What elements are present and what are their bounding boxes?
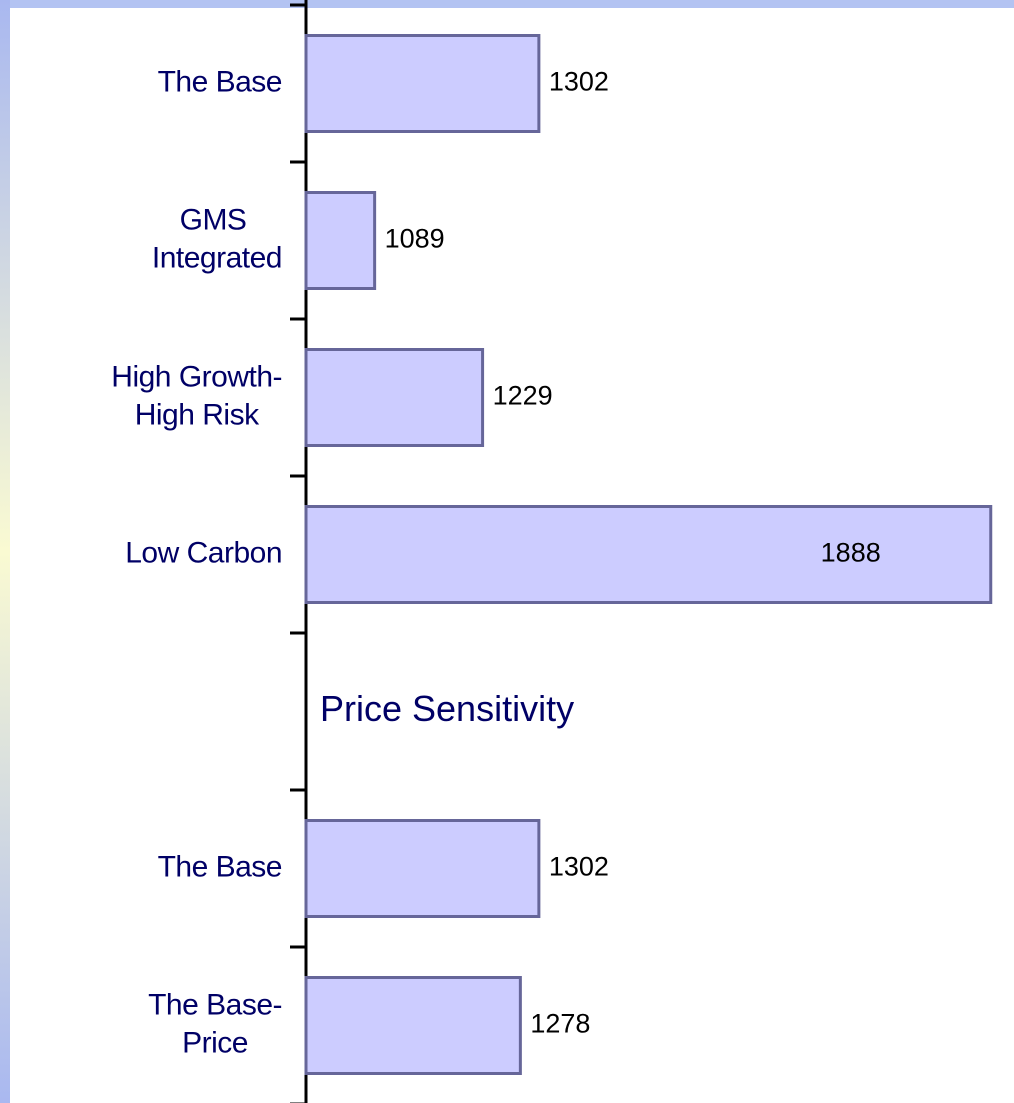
- bar: [304, 976, 522, 1075]
- value-label: 1888: [821, 538, 881, 568]
- category-label: The Base-Price: [148, 988, 282, 1059]
- category-label: GMS Integrated: [152, 203, 282, 274]
- value-label: 1278: [530, 1009, 590, 1039]
- bar: [304, 34, 541, 133]
- value-label: 1089: [385, 224, 445, 254]
- category-label: The Base: [158, 65, 282, 98]
- bar: [304, 191, 377, 290]
- annotation: Price Sensitivity: [320, 688, 574, 729]
- value-label: 1302: [549, 852, 609, 882]
- category-label: High Growth-High Risk: [111, 360, 282, 431]
- bar: [304, 505, 993, 604]
- value-label: 1229: [493, 381, 553, 411]
- side-strip: [0, 0, 10, 1103]
- bar: [304, 819, 541, 918]
- category-label: The Base: [158, 850, 282, 883]
- top-strip: [0, 0, 1014, 8]
- category-label: Low Carbon: [125, 536, 282, 569]
- bar: [304, 348, 485, 447]
- value-label: 1302: [549, 67, 609, 97]
